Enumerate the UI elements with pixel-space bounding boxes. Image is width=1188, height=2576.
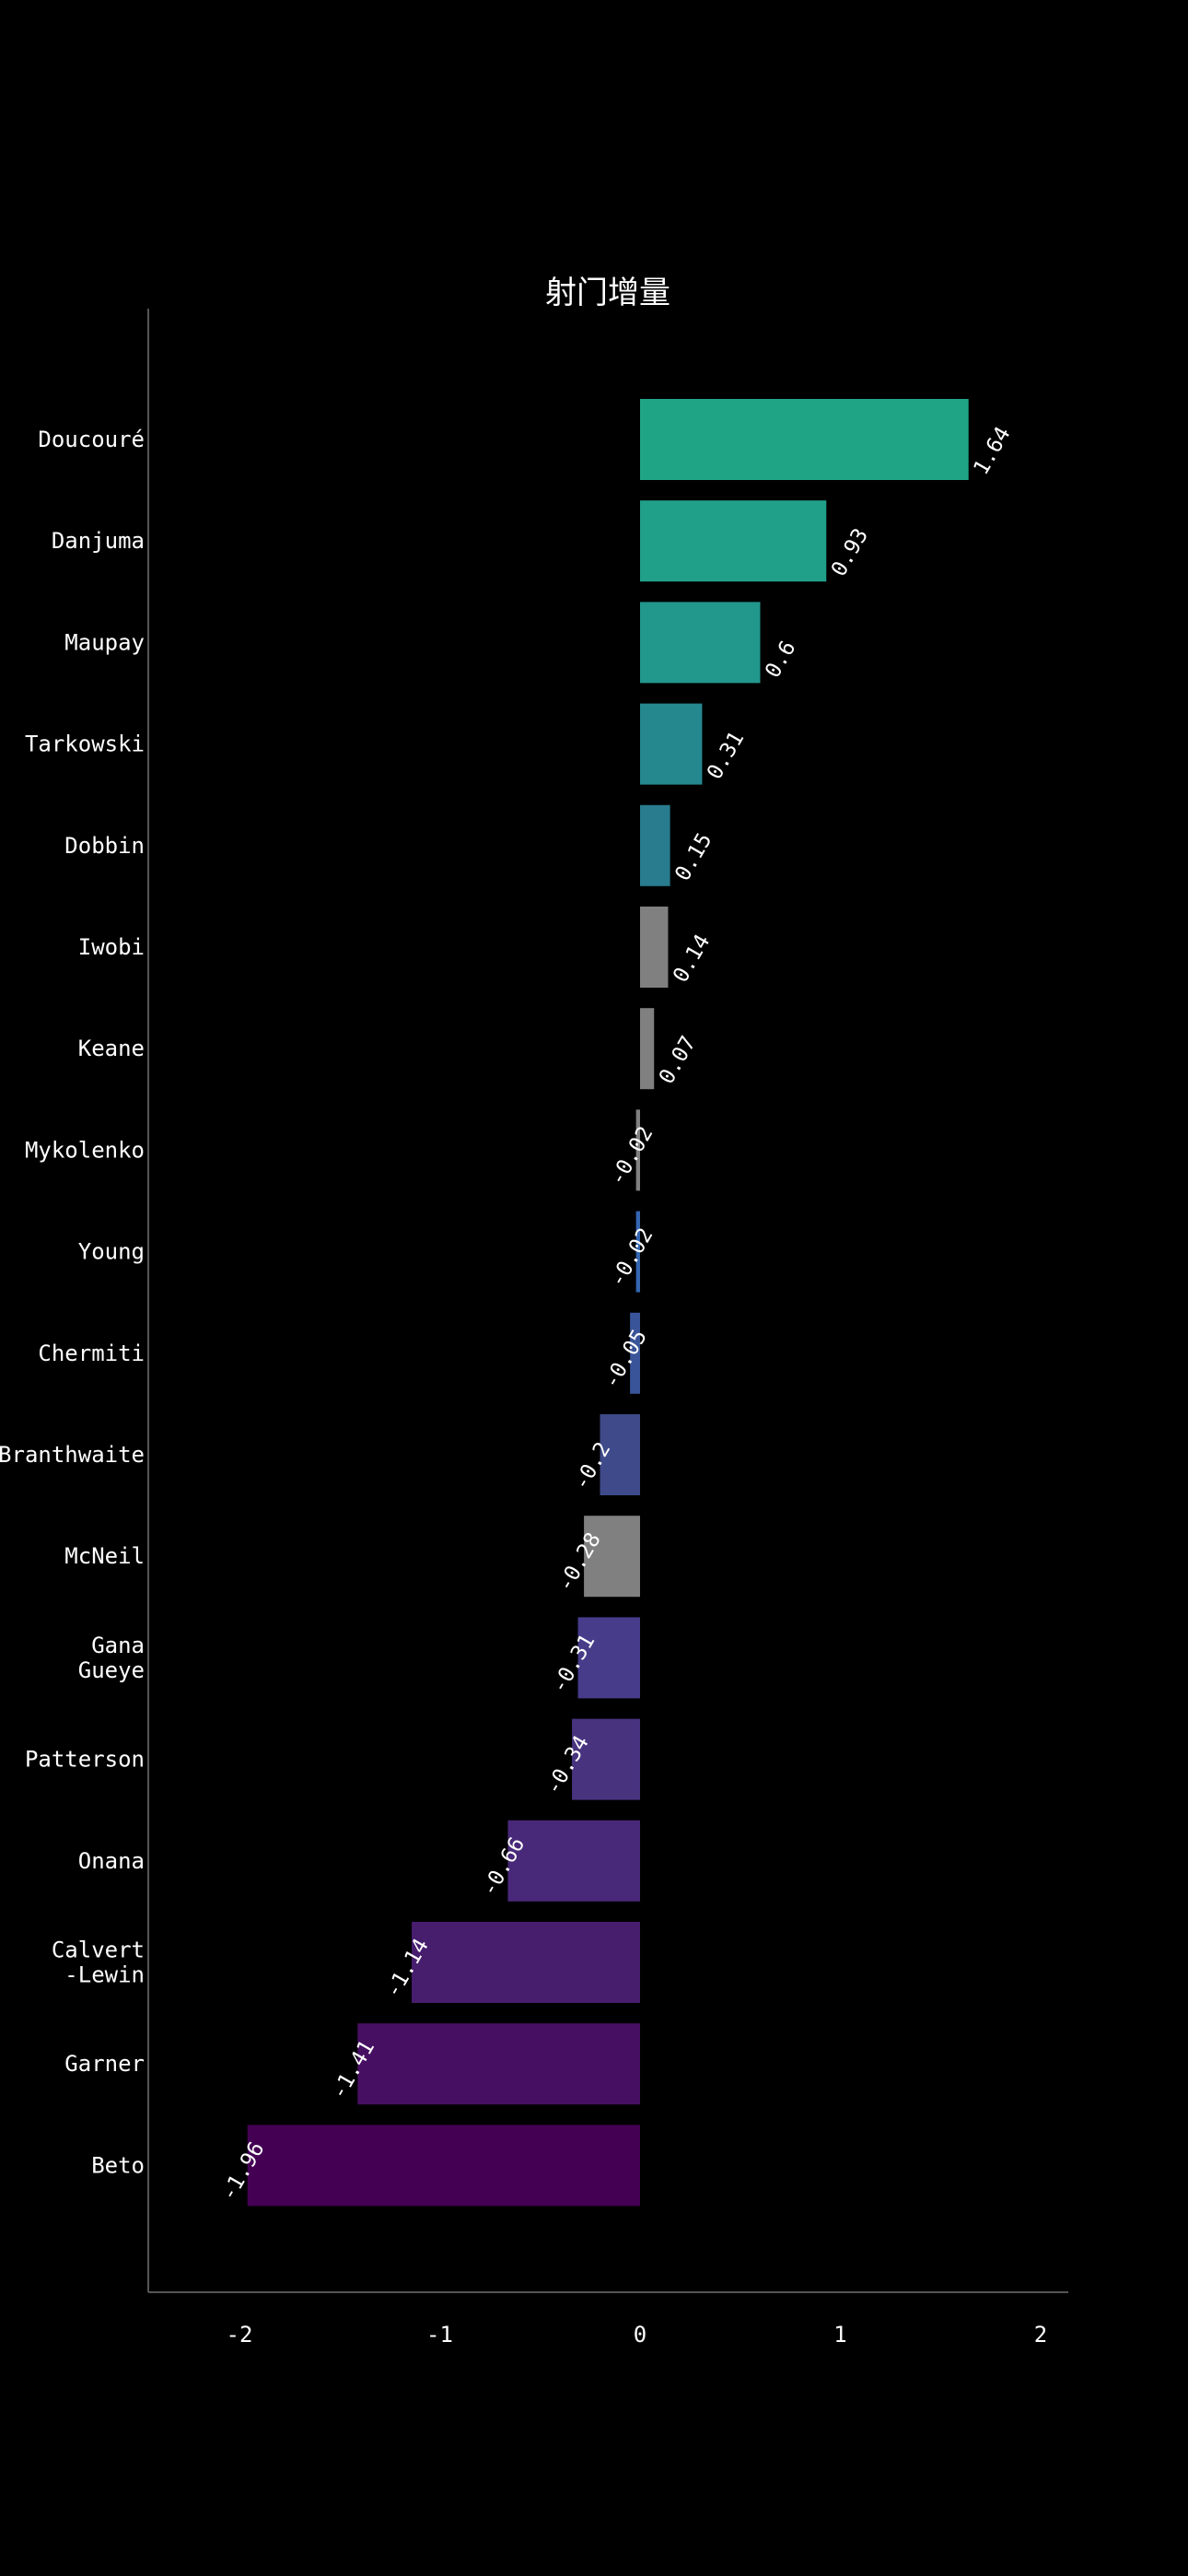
category-label-line: Gueye [78,1657,145,1683]
category-label: Calvert -Lewin [52,1938,145,1988]
category-label-line: Chermiti [38,1341,145,1366]
bar [640,907,669,988]
category-label: Mykolenko [25,1137,145,1163]
category-label-line: Dobbin [64,833,145,859]
bar [572,1718,640,1800]
bar [600,1414,640,1495]
category-label-line: Doucouré [38,427,145,452]
bars-layer [247,399,969,2207]
data-label: -0.05 [600,1326,652,1393]
category-label-line: Gana [91,1633,145,1658]
x-tick-label: 2 [1034,2322,1047,2348]
category-label-line: McNeil [64,1543,145,1569]
data-label: 0.6 [761,637,800,682]
category-label: Branthwaite [0,1442,145,1468]
bar [577,1617,640,1699]
category-labels-layer: Doucouré Danjuma Maupay Tarkowski Dobbin Iwob… [0,427,145,2178]
category-label: Patterson [25,1747,145,1773]
category-label: Chermiti [38,1341,145,1366]
category-label-line: Calvert [52,1938,145,1963]
bar [640,602,761,684]
category-label: Gana Gueye [78,1633,145,1683]
category-label-line: Patterson [25,1747,145,1773]
category-label-line: Onana [78,1848,145,1874]
category-label: Iwobi [78,934,145,960]
category-label: Doucouré [38,427,145,452]
x-tick-label: 0 [634,2322,646,2348]
category-label: Dobbin [64,833,145,859]
data-label: -0.02 [605,1122,658,1189]
data-label: 0.14 [669,931,715,987]
category-label: Tarkowski [25,732,145,757]
category-label: Young [78,1239,145,1265]
bar [412,1922,640,2003]
category-label-line: Tarkowski [25,732,145,757]
category-label: Danjuma [52,528,145,554]
bar [584,1516,640,1598]
category-label-line: Danjuma [52,528,145,554]
bar [247,2125,640,2207]
bar [640,703,703,785]
category-label-line: Branthwaite [0,1442,145,1468]
bar [507,1820,640,1902]
category-label-line: Beto [91,2152,145,2178]
category-label-line: Young [78,1239,145,1265]
bar [357,2023,640,2105]
bar [635,1109,640,1191]
data-label: 0.93 [827,524,873,580]
category-label: Beto [91,2152,145,2178]
chart-title: 射门增量 [545,275,670,311]
data-label: 0.15 [670,829,716,885]
category-label: McNeil [64,1543,145,1569]
bar [635,1211,640,1293]
data-label: 0.31 [703,728,749,784]
data-label: 0.07 [655,1032,701,1088]
category-label-line: Maupay [64,629,145,655]
category-label-line: Iwobi [78,934,145,960]
category-label: Keane [78,1036,145,1061]
data-label: 1.64 [969,423,1015,479]
category-label-line: Keane [78,1036,145,1061]
category-label: Onana [78,1848,145,1874]
category-label: Garner [64,2051,145,2077]
x-ticks-layer: -2 -1 0 1 2 [227,2322,1048,2348]
category-label-line: Garner [64,2051,145,2077]
bar [640,399,969,480]
x-tick-label: -1 [426,2322,453,2348]
bar [640,1008,655,1090]
bar [640,804,670,886]
bar [640,500,827,582]
category-label-line: -Lewin [64,1962,145,1988]
x-tick-label: 1 [833,2322,846,2348]
x-tick-label: -2 [227,2322,253,2348]
category-label: Maupay [64,629,145,655]
data-label: -0.02 [605,1224,658,1292]
category-label-line: Mykolenko [25,1137,145,1163]
bar [630,1312,640,1394]
